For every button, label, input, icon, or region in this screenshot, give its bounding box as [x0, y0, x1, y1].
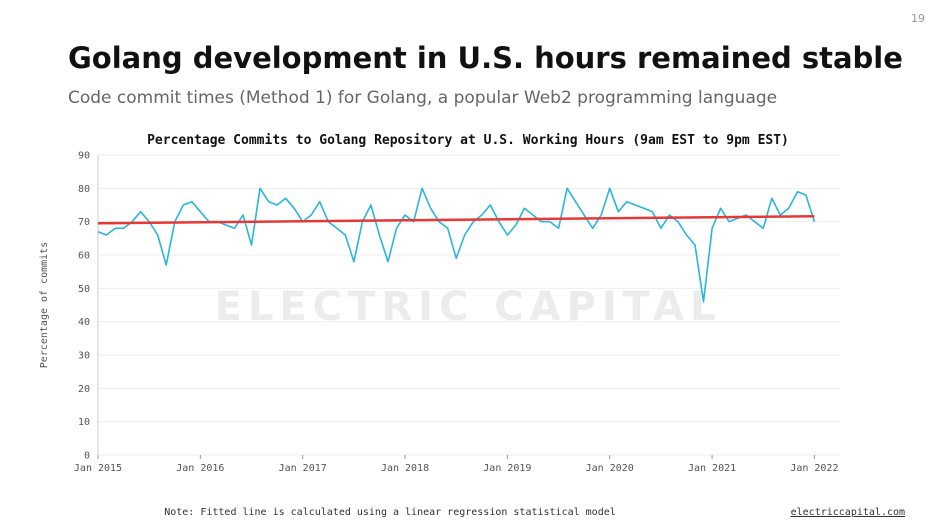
note: Note: Fitted line is calculated using a … — [164, 507, 616, 518]
page-number: 19 — [911, 12, 925, 25]
y-tick-label: 30 — [78, 351, 90, 362]
y-tick-label: 0 — [84, 451, 90, 462]
y-tick-label: 10 — [78, 417, 90, 428]
title: Golang development in U.S. hours remaine… — [68, 41, 903, 75]
series-line — [97, 215, 815, 225]
y-axis-label: Percentage of commits — [39, 242, 50, 368]
x-tick-label: Jan 2015 — [74, 463, 122, 474]
y-tick-label: 90 — [78, 151, 90, 162]
y-tick-label: 40 — [78, 317, 90, 328]
x-tick-label: Jan 2016 — [176, 463, 224, 474]
x-tick-label: Jan 2017 — [279, 463, 327, 474]
y-tick-label: 80 — [78, 184, 90, 195]
x-tick-label: Jan 2019 — [483, 463, 531, 474]
y-tick-label: 60 — [78, 251, 90, 262]
watermark: ELECTRIC CAPITAL — [215, 284, 722, 330]
link[interactable]: electriccapital.com — [791, 507, 905, 518]
y-tick-label: 70 — [78, 217, 90, 228]
y-tick-label: 20 — [78, 384, 90, 395]
y-tick-label: 50 — [78, 284, 90, 295]
x-tick-label: Jan 2018 — [381, 463, 429, 474]
subtitle: Code commit times (Method 1) for Golang,… — [68, 88, 777, 108]
x-tick-label: Jan 2020 — [586, 463, 634, 474]
chart-title: Percentage Commits to Golang Repository … — [147, 133, 789, 148]
x-tick-label: Jan 2022 — [790, 463, 838, 474]
x-tick-label: Jan 2021 — [688, 463, 736, 474]
